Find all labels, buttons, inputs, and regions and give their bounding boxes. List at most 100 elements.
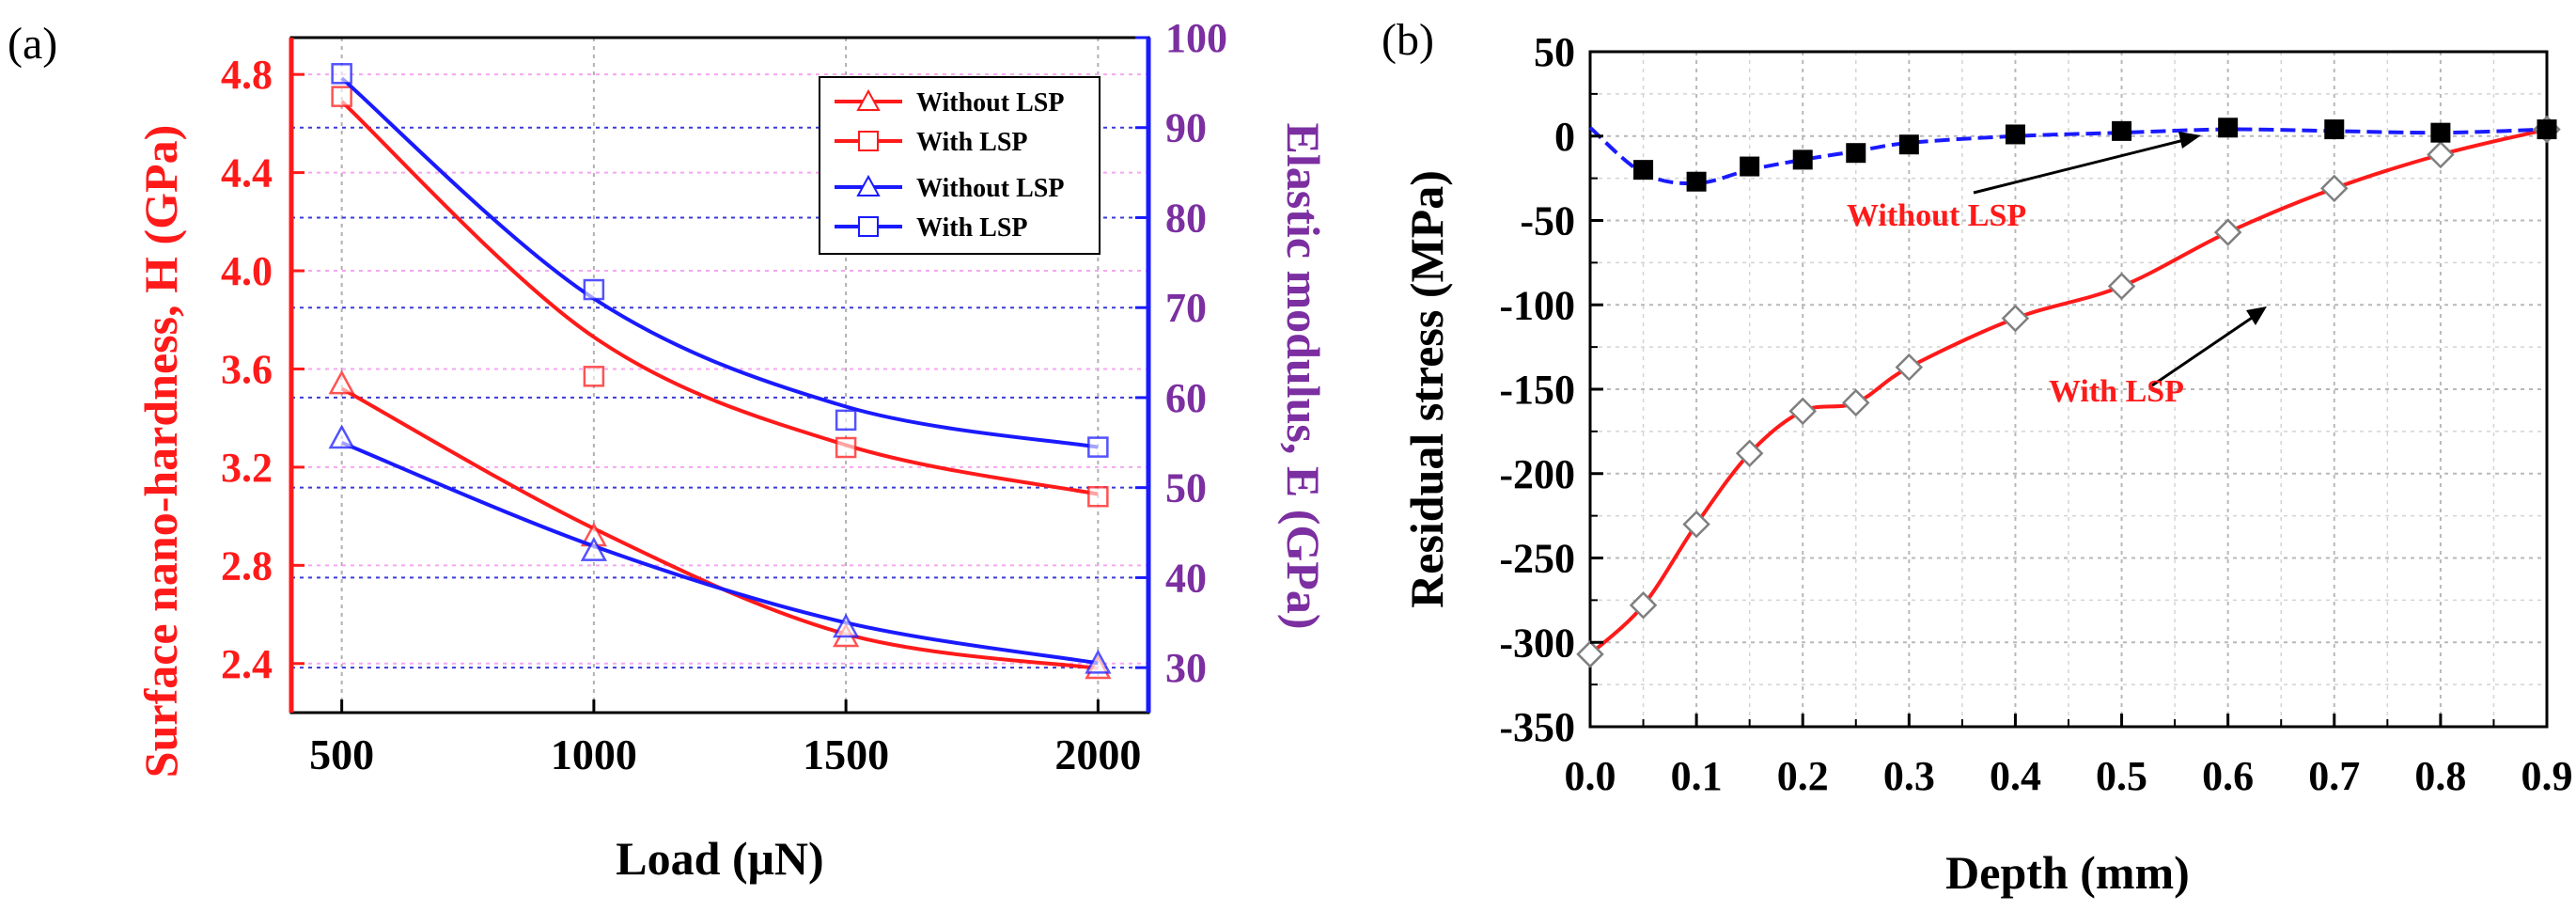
chart-b-y-axis-title: Residual stress (MPa) <box>1400 170 1453 608</box>
chart-a-y-left-tick-label: 3.6 <box>221 346 273 392</box>
chart-a-legend: Without LSP With LSP Without LSP With LS… <box>819 76 1101 255</box>
chart-b-y-tick-label: 50 <box>1534 29 1575 75</box>
chart-b-x-tick-label: 0.1 <box>1671 753 1723 799</box>
chart-b-x-tick-label: 0.7 <box>2308 753 2360 799</box>
legend-marker-square <box>858 131 879 151</box>
legend-label: Without LSP <box>916 88 1064 118</box>
legend-item-without-lsp-hardness: Without LSP <box>835 88 1064 118</box>
chart-a-series-line-2 <box>340 440 1099 666</box>
chart-a-y-left-tick-label: 2.4 <box>221 641 273 687</box>
chart-a-point <box>328 424 355 449</box>
annotation-arrowhead-without-lsp <box>2178 132 2201 149</box>
chart-a-y-right-tick-label: 50 <box>1165 465 1207 511</box>
chart-b-y-tick-label: -100 <box>1499 282 1575 328</box>
chart-a-x-tick-label: 2000 <box>1054 730 1141 778</box>
legend-label: Without LSP <box>916 174 1064 203</box>
chart-b-ticks: 0.0 0.1 0.2 0.3 0.4 0.5 0.6 0.7 0.8 0.9 50 0 -50 -100… <box>1499 29 2572 799</box>
legend-item-with-lsp-hardness: With LSP <box>835 128 1028 157</box>
chart-b-x-tick-label: 0.3 <box>1883 753 1935 799</box>
chart-a-y-left-tick-label: 4.4 <box>221 150 273 196</box>
chart-a-point <box>331 86 352 107</box>
chart-b-point-without-lsp <box>2430 122 2451 143</box>
legend-label: With LSP <box>916 128 1028 157</box>
chart-a-point <box>835 409 857 432</box>
chart-a-y-right-tick-label: 60 <box>1165 375 1207 421</box>
legend-marker-triangle <box>856 174 881 196</box>
chart-b-point-with-lsp <box>2427 140 2455 169</box>
chart-a-y-left-tick-label: 3.2 <box>221 445 273 491</box>
chart-b-point-without-lsp <box>1846 143 1866 164</box>
chart-a-ticks: 500 1000 1500 2000 2.4 2.8 3.2 3.6 4.0 4.4 4.8 30 40… <box>221 15 1227 778</box>
chart-a-y-right-tick-label: 30 <box>1165 645 1207 691</box>
chart-b-point-without-lsp <box>1686 171 1707 192</box>
chart-a-y-right-tick-label: 80 <box>1165 195 1207 241</box>
chart-b-point-with-lsp <box>2001 304 2030 333</box>
chart-a: 500 1000 1500 2000 2.4 2.8 3.2 3.6 4.0 4.4 4.8 30 40… <box>134 15 1330 885</box>
chart-a-point <box>583 366 605 387</box>
chart-a-y-left-tick-label: 4.0 <box>221 248 273 294</box>
chart-b-point-without-lsp <box>2005 124 2025 145</box>
chart-b-point-with-lsp <box>1629 590 1658 620</box>
chart-a-y-right-tick-label: 100 <box>1165 15 1227 61</box>
chart-b-y-tick-label: -350 <box>1499 704 1575 750</box>
chart-b-y-tick-label: -50 <box>1520 198 1575 244</box>
chart-a-point <box>580 537 607 561</box>
panel-label-a: (a) <box>8 19 57 69</box>
chart-a-point <box>1087 436 1109 458</box>
chart-b-point-with-lsp <box>1895 353 1924 382</box>
chart-a-left-axis-title: Surface nano-hardness, H (GPa) <box>134 125 187 777</box>
chart-b-point-with-lsp <box>1576 640 1604 668</box>
chart-b-point-without-lsp <box>1633 160 1654 181</box>
chart-a-y-right-tick-label: 90 <box>1165 105 1207 151</box>
chart-a-x-tick-label: 1500 <box>803 730 889 778</box>
chart-b-y-tick-label: -300 <box>1499 620 1575 666</box>
chart-b-y-tick-label: 0 <box>1554 114 1575 160</box>
chart-b-point-without-lsp <box>2537 119 2557 140</box>
chart-b-point-without-lsp <box>2324 119 2345 140</box>
chart-a-x-tick-label: 1000 <box>551 730 637 778</box>
chart-b-x-axis-title: Depth (mm) <box>1945 846 2190 899</box>
chart-b-point-with-lsp <box>1842 388 1870 417</box>
chart-a-point <box>833 613 860 638</box>
chart-b: 0.0 0.1 0.2 0.3 0.4 0.5 0.6 0.7 0.8 0.9 50 0 -50 -100… <box>1400 29 2573 899</box>
chart-a-y-left-tick-label: 2.8 <box>221 542 273 589</box>
chart-a-point <box>583 278 605 301</box>
chart-a-series-line-3 <box>340 76 1099 449</box>
chart-b-y-tick-label: -250 <box>1499 536 1575 582</box>
legend-marker-triangle <box>856 88 881 111</box>
chart-b-series <box>1576 115 2561 668</box>
chart-b-point-without-lsp <box>1792 149 1813 170</box>
chart-a-point <box>1087 485 1109 508</box>
chart-b-point-without-lsp <box>2218 118 2239 138</box>
chart-a-y-left-tick-label: 4.8 <box>221 52 273 98</box>
annotation-arrow-with-lsp <box>2151 312 2258 387</box>
chart-a-y-right-tick-label: 40 <box>1165 555 1207 601</box>
panel-label-b: (b) <box>1382 15 1434 65</box>
chart-b-x-tick-label: 0.8 <box>2414 753 2466 799</box>
legend-label: With LSP <box>916 213 1028 243</box>
chart-b-point-without-lsp <box>2112 120 2132 141</box>
annotation-with-lsp: With LSP <box>2049 374 2184 409</box>
chart-b-point-without-lsp <box>1740 156 1760 177</box>
annotation-without-lsp: Without LSP <box>1847 198 2026 233</box>
chart-a-point <box>328 369 355 395</box>
chart-b-annotations: Without LSP With LSP <box>1847 132 2267 409</box>
chart-a-series-line-1 <box>340 100 1099 496</box>
chart-a-point <box>1085 649 1112 674</box>
chart-b-point-with-lsp <box>1788 397 1817 426</box>
legend-item-without-lsp-modulus: Without LSP <box>835 174 1064 203</box>
chart-b-y-tick-label: -200 <box>1499 451 1575 497</box>
chart-b-point-with-lsp <box>1735 439 1764 467</box>
legend-item-with-lsp-modulus: With LSP <box>835 213 1028 243</box>
annotation-arrowhead-with-lsp <box>2246 306 2267 325</box>
chart-a-x-tick-label: 500 <box>309 730 374 778</box>
chart-a-point <box>331 63 352 85</box>
chart-a-series <box>328 63 1112 680</box>
annotation-arrow-without-lsp <box>1973 137 2189 195</box>
chart-b-point-with-lsp <box>2320 174 2349 203</box>
chart-b-point-with-lsp <box>2213 218 2242 246</box>
chart-b-y-tick-label: -150 <box>1499 367 1575 413</box>
chart-b-point-with-lsp <box>1682 510 1710 539</box>
chart-a-y-right-tick-label: 70 <box>1165 285 1207 331</box>
